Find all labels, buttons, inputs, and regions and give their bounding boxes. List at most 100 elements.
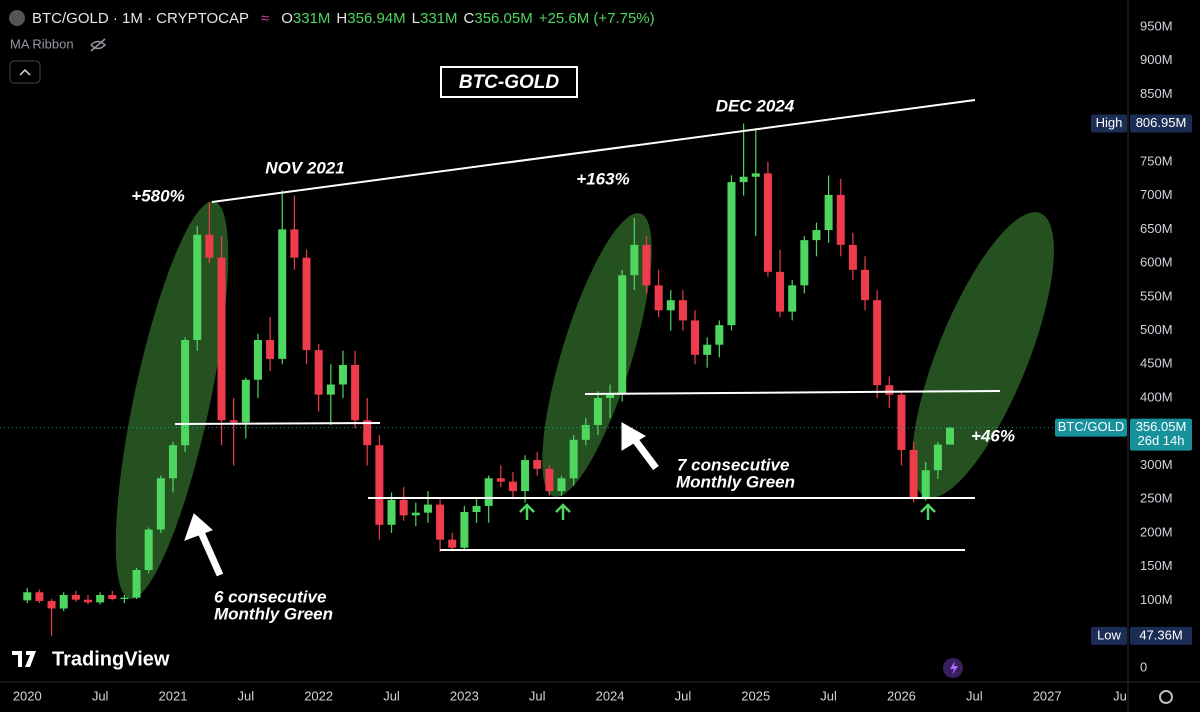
marker-label-box (1091, 626, 1127, 645)
candle-body (593, 398, 602, 425)
candle-body (108, 594, 117, 600)
collapse-button[interactable] (9, 60, 41, 84)
candle-body (132, 570, 141, 598)
compare-icon: ≈ (261, 10, 269, 27)
candle-body (375, 445, 384, 525)
hide-icon[interactable] (90, 38, 107, 52)
symbol-icon (9, 10, 25, 26)
annotation: Monthly Green (676, 472, 795, 491)
annotation: +46% (971, 426, 1015, 445)
x-tick-label: 2023 (450, 688, 479, 703)
y-tick-label: 450M (1140, 356, 1173, 371)
candle-body (836, 194, 845, 245)
candle-body (678, 300, 687, 321)
candle-body (241, 379, 250, 423)
brand: TradingView (52, 648, 170, 670)
candles (0, 123, 1128, 636)
marker-value: 47.36M (1139, 627, 1182, 642)
candle-body (423, 504, 432, 513)
y-tick-label: 550M (1140, 288, 1173, 303)
candle-body (436, 504, 445, 540)
annotation: DEC 2024 (716, 96, 795, 115)
candle-body (581, 424, 590, 440)
y-tick-label: 650M (1140, 221, 1173, 236)
candle-body (654, 285, 663, 311)
y-tick-label: 900M (1140, 52, 1173, 67)
candle-body (460, 512, 469, 548)
settings-icon[interactable] (1159, 690, 1173, 704)
x-tick-label: Jul (383, 688, 400, 703)
y-tick-label: 0 (1140, 659, 1147, 674)
candle-body (338, 364, 347, 385)
candle-body (472, 505, 481, 513)
candle-body (666, 300, 675, 311)
y-tick-label: 150M (1140, 558, 1173, 573)
candle-body (897, 394, 906, 450)
x-tick-label: 2025 (741, 688, 770, 703)
marker-value: 356.05M (1136, 419, 1187, 434)
x-tick-label: Jul (238, 688, 255, 703)
candle-body (921, 470, 930, 498)
candle-body (885, 385, 894, 395)
candle-body (703, 344, 712, 355)
candle-body (824, 194, 833, 231)
countdown: 26d 14h (1138, 433, 1185, 448)
candle-body (776, 271, 785, 312)
candle-body (278, 229, 287, 359)
x-tick-label: Jul (529, 688, 546, 703)
label: H (336, 10, 347, 27)
candle-body (399, 499, 408, 516)
marker-label-box (1055, 418, 1127, 437)
candle-body (727, 182, 736, 326)
x-tick-label: 2021 (159, 688, 188, 703)
arrow (519, 503, 535, 520)
indicator: MA Ribbon (10, 36, 74, 51)
candle-body (59, 594, 68, 609)
alert-glyph (950, 661, 958, 675)
value: 331M (420, 10, 458, 27)
candle-body (96, 594, 105, 603)
candle-body (23, 592, 32, 601)
x-tick-label: Jul (820, 688, 837, 703)
candle-body (229, 420, 238, 423)
title-box (440, 66, 578, 98)
white-arrows (184, 422, 659, 577)
candle-body (205, 234, 214, 258)
candle-body (144, 529, 153, 571)
y-tick-label: 500M (1140, 322, 1173, 337)
y-tick-label: 850M (1140, 86, 1173, 101)
marker-label: BTC/GOLD (1058, 419, 1124, 434)
candle-body (302, 257, 311, 351)
annotation: Monthly Green (214, 604, 333, 623)
value: 356.05M (474, 10, 532, 27)
price-marker (1130, 114, 1192, 133)
y-tick-label: 950M (1140, 18, 1173, 33)
candle-body (47, 601, 56, 609)
y-tick-label: 750M (1140, 153, 1173, 168)
annotation: NOV 2021 (265, 158, 344, 177)
candle-body (314, 350, 323, 395)
x-tick-label: 2024 (596, 688, 625, 703)
header-line: BTC/GOLD · 1M · CRYPTOCAP ≈ O331M H356.94M L… (32, 10, 655, 27)
y-tick-label: 700M (1140, 187, 1173, 202)
candle-body (181, 339, 190, 446)
x-tick-label: 2027 (1033, 688, 1062, 703)
candle-body (217, 257, 226, 421)
candle-body (326, 384, 335, 395)
x-tick-label: 2026 (887, 688, 916, 703)
x-tick-label: 2020 (13, 688, 42, 703)
arrow-head (621, 422, 646, 451)
candle-body (861, 269, 870, 301)
annotation: +580% (131, 186, 184, 205)
candle-body (120, 597, 129, 600)
arrow (196, 528, 224, 577)
annotation: 6 consecutive (214, 587, 326, 606)
candle-body (606, 394, 615, 399)
label: O (281, 10, 293, 27)
drawn-lines (174, 99, 1001, 551)
candle-body (933, 444, 942, 471)
x-tick-label: 2022 (304, 688, 333, 703)
candle-body (168, 445, 177, 479)
candle-body (83, 599, 92, 603)
